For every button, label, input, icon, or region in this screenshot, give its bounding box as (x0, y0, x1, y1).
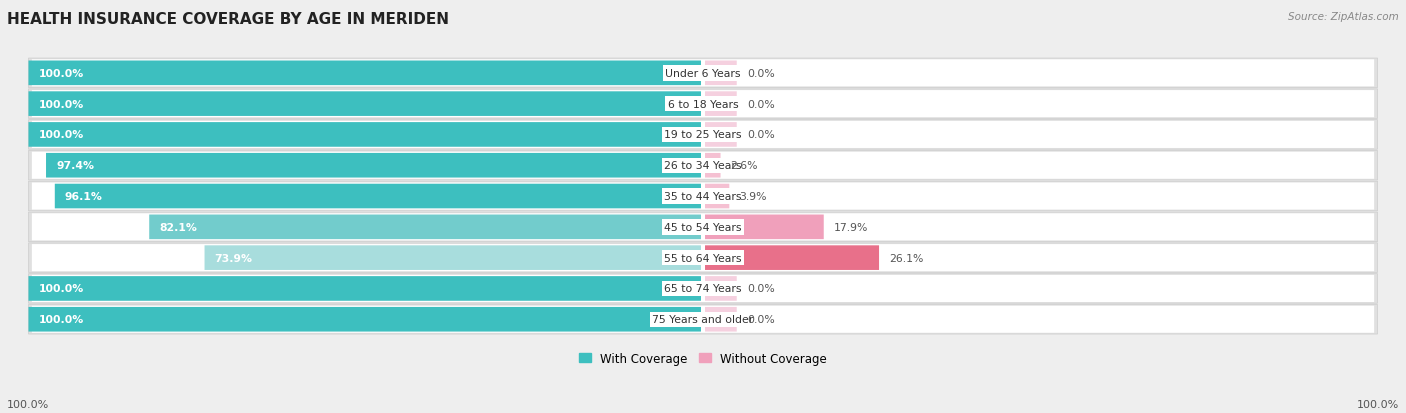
Text: 45 to 54 Years: 45 to 54 Years (664, 222, 742, 232)
FancyBboxPatch shape (28, 305, 1378, 334)
FancyBboxPatch shape (28, 151, 1378, 180)
Text: 6 to 18 Years: 6 to 18 Years (668, 100, 738, 109)
FancyBboxPatch shape (55, 184, 702, 209)
Text: HEALTH INSURANCE COVERAGE BY AGE IN MERIDEN: HEALTH INSURANCE COVERAGE BY AGE IN MERI… (7, 12, 449, 27)
FancyBboxPatch shape (704, 92, 737, 116)
Text: 97.4%: 97.4% (56, 161, 94, 171)
Text: 0.0%: 0.0% (747, 130, 775, 140)
FancyBboxPatch shape (32, 91, 1374, 118)
Text: 2.6%: 2.6% (731, 161, 758, 171)
Text: Under 6 Years: Under 6 Years (665, 69, 741, 78)
FancyBboxPatch shape (28, 213, 1378, 242)
Text: 100.0%: 100.0% (38, 130, 84, 140)
FancyBboxPatch shape (32, 214, 1374, 241)
FancyBboxPatch shape (28, 62, 702, 86)
FancyBboxPatch shape (32, 121, 1374, 149)
FancyBboxPatch shape (32, 183, 1374, 210)
Text: Source: ZipAtlas.com: Source: ZipAtlas.com (1288, 12, 1399, 22)
Text: 100.0%: 100.0% (38, 100, 84, 109)
Text: 73.9%: 73.9% (215, 253, 253, 263)
FancyBboxPatch shape (28, 307, 702, 332)
FancyBboxPatch shape (704, 123, 737, 147)
Text: 100.0%: 100.0% (38, 284, 84, 294)
Text: 82.1%: 82.1% (159, 222, 197, 232)
FancyBboxPatch shape (32, 152, 1374, 179)
Text: 35 to 44 Years: 35 to 44 Years (664, 192, 742, 202)
FancyBboxPatch shape (46, 154, 702, 178)
Text: 65 to 74 Years: 65 to 74 Years (664, 284, 742, 294)
Text: 3.9%: 3.9% (740, 192, 766, 202)
FancyBboxPatch shape (704, 246, 879, 270)
FancyBboxPatch shape (32, 60, 1374, 87)
FancyBboxPatch shape (704, 276, 737, 301)
Text: 0.0%: 0.0% (747, 69, 775, 78)
FancyBboxPatch shape (704, 307, 737, 332)
Text: 26 to 34 Years: 26 to 34 Years (664, 161, 742, 171)
FancyBboxPatch shape (28, 182, 1378, 211)
Text: 100.0%: 100.0% (1357, 399, 1399, 409)
FancyBboxPatch shape (28, 123, 702, 147)
FancyBboxPatch shape (28, 120, 1378, 150)
Text: 0.0%: 0.0% (747, 100, 775, 109)
Text: 19 to 25 Years: 19 to 25 Years (664, 130, 742, 140)
Text: 96.1%: 96.1% (65, 192, 103, 202)
Text: 17.9%: 17.9% (834, 222, 869, 232)
FancyBboxPatch shape (704, 154, 720, 178)
FancyBboxPatch shape (32, 306, 1374, 333)
FancyBboxPatch shape (32, 275, 1374, 302)
FancyBboxPatch shape (704, 184, 730, 209)
FancyBboxPatch shape (28, 92, 702, 116)
Text: 0.0%: 0.0% (747, 314, 775, 325)
FancyBboxPatch shape (28, 59, 1378, 88)
FancyBboxPatch shape (704, 62, 737, 86)
Text: 55 to 64 Years: 55 to 64 Years (664, 253, 742, 263)
Text: 100.0%: 100.0% (38, 314, 84, 325)
FancyBboxPatch shape (204, 246, 702, 270)
FancyBboxPatch shape (28, 274, 1378, 304)
Text: 100.0%: 100.0% (7, 399, 49, 409)
FancyBboxPatch shape (32, 244, 1374, 271)
FancyBboxPatch shape (28, 276, 702, 301)
Legend: With Coverage, Without Coverage: With Coverage, Without Coverage (574, 347, 832, 370)
FancyBboxPatch shape (149, 215, 702, 240)
FancyBboxPatch shape (28, 90, 1378, 119)
FancyBboxPatch shape (704, 215, 824, 240)
Text: 26.1%: 26.1% (889, 253, 924, 263)
FancyBboxPatch shape (28, 243, 1378, 273)
Text: 100.0%: 100.0% (38, 69, 84, 78)
Text: 75 Years and older: 75 Years and older (652, 314, 754, 325)
Text: 0.0%: 0.0% (747, 284, 775, 294)
